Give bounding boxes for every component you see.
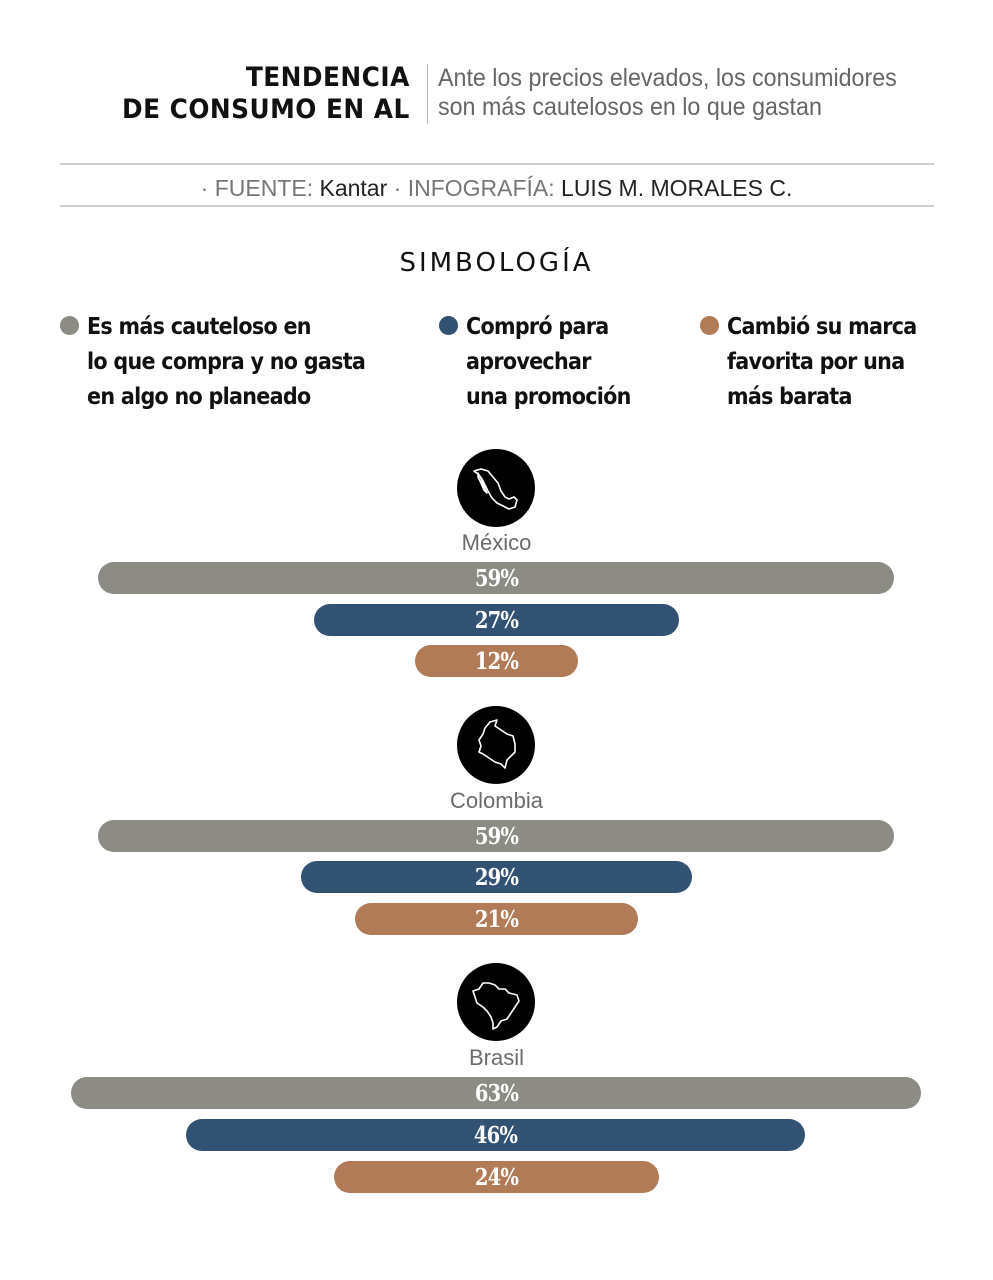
bottom-rule: [60, 205, 934, 207]
orange-dot-icon: [700, 316, 719, 335]
legend-line: lo que compra y no gasta: [87, 349, 366, 375]
bar-mexico-promotion: 27%: [314, 604, 679, 636]
subtitle-line-2: son más cautelosos en lo que gastan: [438, 93, 822, 121]
credits: · FUENTE: Kantar · INFOGRAFÍA: LUIS M. M…: [0, 173, 993, 203]
bar-value: 59%: [474, 822, 518, 850]
legend-line: Cambió su marca: [727, 314, 917, 340]
top-rule: [60, 163, 934, 165]
title-divider: [427, 64, 428, 124]
legend-line: más barata: [727, 384, 852, 410]
chart-title: TENDENCIA DE CONSUMO EN AL: [122, 62, 410, 126]
subtitle-line-1: Ante los precios elevados, los consumido…: [438, 64, 897, 92]
gray-dot-icon: [60, 316, 79, 335]
bar-colombia-brand-switch: 21%: [355, 903, 638, 935]
legend-line: Compró para: [466, 314, 609, 340]
bar-value: 21%: [474, 905, 519, 933]
bar-value: 24%: [474, 1163, 519, 1191]
legend-line: una promoción: [466, 384, 631, 410]
bar-value: 59%: [474, 564, 518, 592]
brazil-map-icon: [457, 963, 535, 1041]
legend-text: Es más cauteloso en lo que compra y no g…: [87, 310, 366, 415]
legend-line: favorita por una: [727, 349, 905, 375]
legend-text: Compró para aprovechar una promoción: [466, 310, 631, 415]
title-line-1: TENDENCIA: [246, 62, 410, 93]
mexico-map-icon: [457, 449, 535, 527]
bar-value: 29%: [474, 863, 519, 891]
bar-value: 63%: [474, 1079, 518, 1107]
legend-line: aprovechar: [466, 349, 591, 375]
blue-dot-icon: [439, 316, 458, 335]
bar-brasil-brand-switch: 24%: [334, 1161, 659, 1193]
country-label-colombia: Colombia: [450, 788, 543, 813]
colombia-map-icon: [457, 706, 535, 784]
legend-line: en algo no planeado: [87, 384, 311, 410]
bar-value: 12%: [474, 647, 519, 675]
source-value: Kantar: [319, 175, 388, 201]
title-line-2: DE CONSUMO EN AL: [122, 94, 410, 125]
country-label-mexico: México: [461, 530, 532, 555]
legend-title: SIMBOLOGÍA: [399, 248, 594, 278]
bar-value: 46%: [473, 1121, 518, 1149]
bar-mexico-cautious: 59%: [98, 562, 894, 594]
bar-value: 27%: [474, 606, 519, 634]
infographic-label: · INFOGRAFÍA:: [393, 175, 555, 201]
country-label-brasil: Brasil: [468, 1045, 524, 1070]
legend-text: Cambió su marca favorita por una más bar…: [727, 310, 917, 415]
bar-mexico-brand-switch: 12%: [415, 645, 578, 677]
source-label: · FUENTE:: [200, 175, 314, 201]
infographic-value: LUIS M. MORALES C.: [561, 175, 793, 201]
bar-colombia-cautious: 59%: [98, 820, 894, 852]
bar-brasil-promotion: 46%: [186, 1119, 805, 1151]
bar-colombia-promotion: 29%: [301, 861, 692, 893]
chart-subtitle: Ante los precios elevados, los consumido…: [438, 64, 897, 122]
legend-line: Es más cauteloso en: [87, 314, 312, 340]
bar-brasil-cautious: 63%: [71, 1077, 921, 1109]
